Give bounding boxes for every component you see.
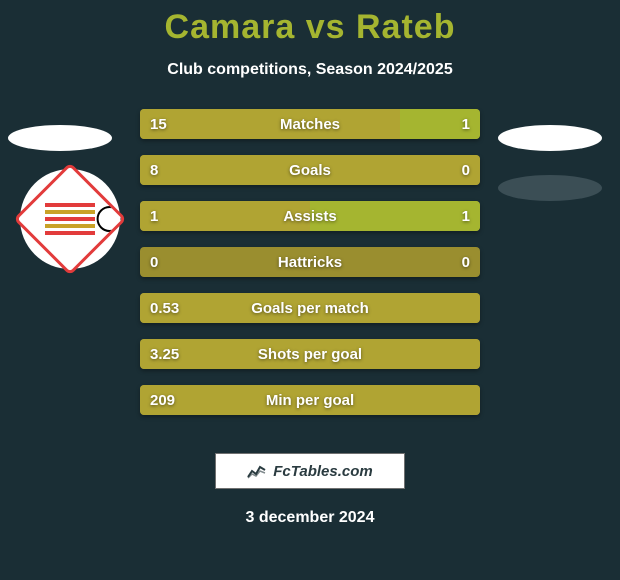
date-text: 3 december 2024 xyxy=(0,509,620,527)
stat-bar-right-value: 0 xyxy=(462,247,470,277)
ellipse-right-2 xyxy=(498,175,602,201)
badge-diamond xyxy=(13,162,126,275)
subtitle: Club competitions, Season 2024/2025 xyxy=(0,61,620,79)
stat-bar: Assists1 1 xyxy=(140,201,480,231)
ellipse-right xyxy=(498,125,602,151)
stat-bar: Hattricks0 0 xyxy=(140,247,480,277)
stat-bar-right-value: 1 xyxy=(462,201,470,231)
stat-bar-label: Assists xyxy=(140,201,480,231)
stat-bar: Shots per goal3.25 xyxy=(140,339,480,369)
stat-bar-label: Min per goal xyxy=(140,385,480,415)
stat-bar-left-value: 0 xyxy=(150,247,158,277)
source-logo: FcTables.com xyxy=(215,453,405,489)
stat-bar: Goals per match0.53 xyxy=(140,293,480,323)
stat-bars: Matches151Goals80Assists11Hattricks00Goa… xyxy=(140,109,480,431)
stat-bar-left-value: 1 xyxy=(150,201,158,231)
stat-bar: Matches15 1 xyxy=(140,109,480,139)
stat-bar: Goals8 0 xyxy=(140,155,480,185)
stat-bar-label: Shots per goal xyxy=(140,339,480,369)
stat-bar-right-value: 0 xyxy=(462,155,470,185)
content-region: Matches151Goals80Assists11Hattricks00Goa… xyxy=(0,109,620,429)
player1-name: Camara xyxy=(165,8,296,46)
stat-bar-left-value: 3.25 xyxy=(150,339,179,369)
stat-bar-label: Hattricks xyxy=(140,247,480,277)
stat-bar-label: Goals xyxy=(140,155,480,185)
vs-word: vs xyxy=(306,8,346,46)
stat-bar: Min per goal209 xyxy=(140,385,480,415)
chart-icon xyxy=(247,463,267,479)
ellipse-left xyxy=(8,125,112,151)
team-badge xyxy=(20,169,120,269)
page-title: Camara vs Rateb xyxy=(0,8,620,47)
player2-name: Rateb xyxy=(356,8,455,46)
stat-bar-left-value: 0.53 xyxy=(150,293,179,323)
stat-bar-left-value: 8 xyxy=(150,155,158,185)
stat-bar-label: Matches xyxy=(140,109,480,139)
source-logo-text: FcTables.com xyxy=(273,463,372,480)
badge-ball-icon xyxy=(97,206,123,232)
stat-bar-left-value: 209 xyxy=(150,385,175,415)
stat-bar-left-value: 15 xyxy=(150,109,167,139)
comparison-card: Camara vs Rateb Club competitions, Seaso… xyxy=(0,0,620,580)
stat-bar-right-value: 1 xyxy=(462,109,470,139)
stat-bar-label: Goals per match xyxy=(140,293,480,323)
